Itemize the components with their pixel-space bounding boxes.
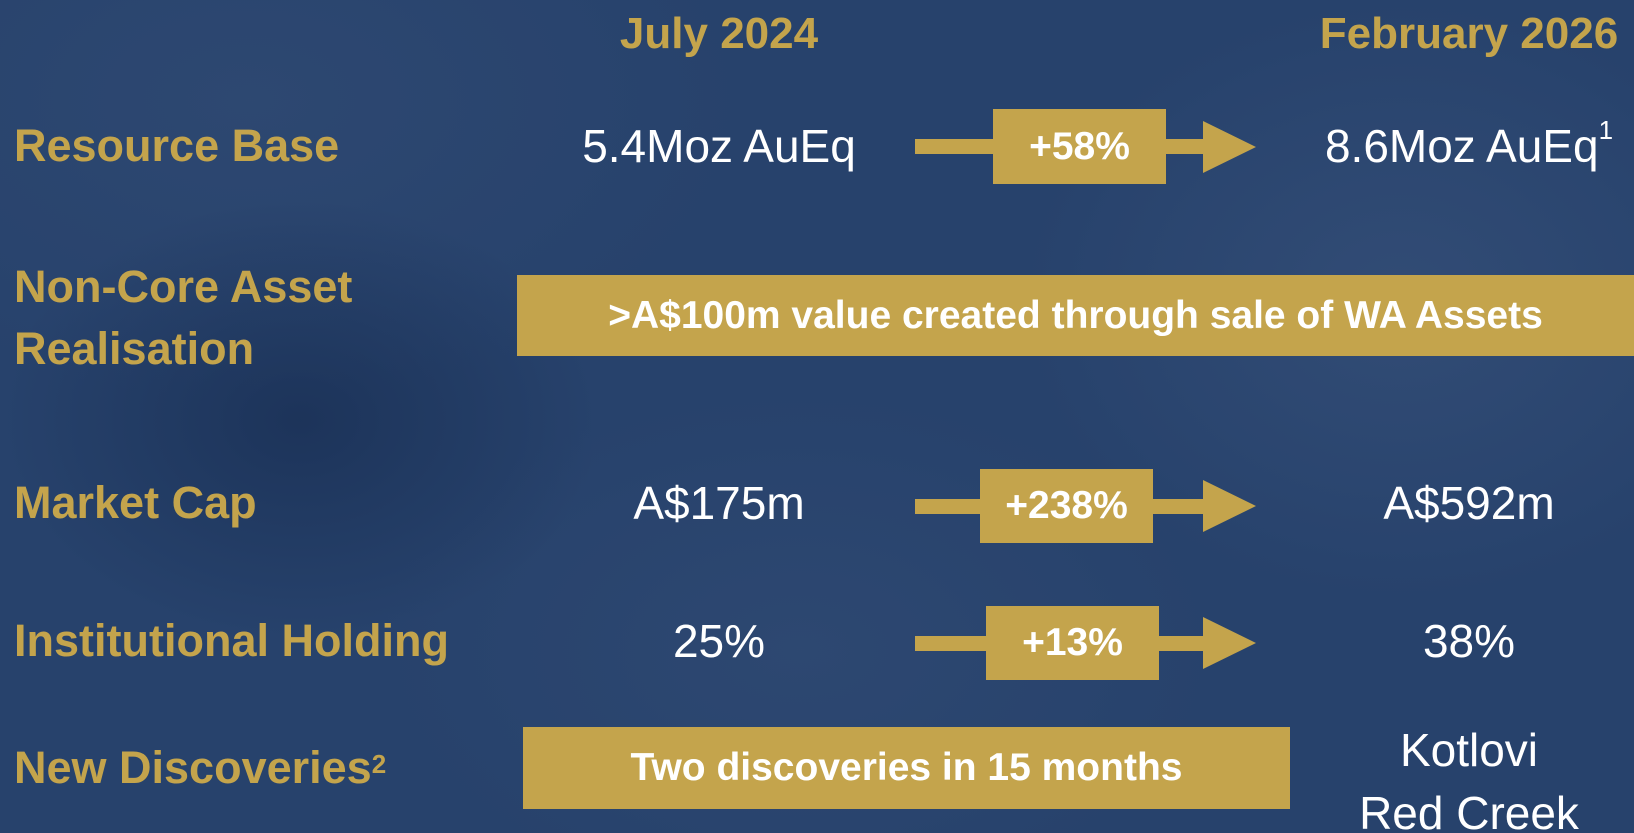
row-label-text: New Discoveries bbox=[14, 742, 372, 793]
row-label-text: Resource Base bbox=[14, 120, 340, 171]
arrow-head-shape bbox=[1203, 120, 1256, 173]
row-label-text: Market Cap bbox=[14, 477, 257, 528]
footnote-ref: 2 bbox=[371, 749, 387, 779]
footnote-ref: 1 bbox=[1598, 115, 1614, 145]
row-label: Institutional Holding bbox=[14, 610, 449, 672]
row-label: New Discoveries2 bbox=[14, 737, 386, 799]
arrow-head bbox=[1203, 617, 1256, 669]
change-box: +13% bbox=[986, 606, 1159, 680]
arrow-head bbox=[1203, 480, 1256, 532]
from-value: 5.4Moz AuEq bbox=[582, 120, 856, 172]
banner: Two discoveries in 15 months bbox=[523, 727, 1290, 809]
row-label-text: Non-Core Asset Realisation bbox=[14, 261, 353, 374]
to-value: 38% bbox=[1423, 614, 1515, 668]
header-from: July 2024 bbox=[619, 9, 819, 58]
row-label: Non-Core Asset Realisation bbox=[14, 256, 394, 380]
from-value: 25% bbox=[672, 615, 766, 667]
to-value-text: A$592m bbox=[1383, 477, 1555, 529]
to-value-text: 8.6Moz AuEq bbox=[1324, 120, 1599, 172]
to-value-text: 38% bbox=[1422, 615, 1516, 667]
header-to: February 2026 bbox=[1319, 9, 1619, 58]
change-box: +58% bbox=[993, 109, 1166, 184]
row-label-text: Institutional Holding bbox=[14, 615, 449, 666]
arrow-head bbox=[1203, 120, 1256, 173]
row-label: Resource Base bbox=[14, 115, 339, 177]
arrow-head-shape bbox=[1203, 480, 1256, 532]
to-line: Red Creek bbox=[1359, 787, 1579, 833]
to-line: Kotlovi bbox=[1399, 724, 1539, 776]
change-box: +238% bbox=[980, 469, 1153, 543]
to-value: 8.6Moz AuEq1 bbox=[1324, 115, 1613, 173]
arrow-head-shape bbox=[1203, 617, 1256, 669]
row-label: Market Cap bbox=[14, 472, 257, 534]
to-value: A$592m bbox=[1383, 476, 1554, 530]
banner: >A$100m value created through sale of WA… bbox=[517, 275, 1634, 356]
from-value: A$175m bbox=[633, 477, 805, 529]
